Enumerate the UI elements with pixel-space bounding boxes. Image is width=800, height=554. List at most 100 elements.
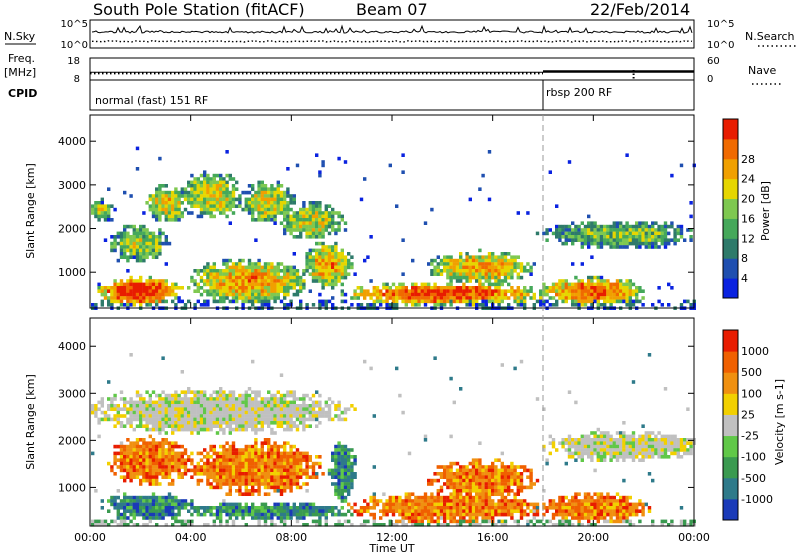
power-cell	[516, 303, 520, 307]
velocity-cell	[139, 502, 143, 507]
power-cell	[375, 289, 380, 293]
power-cell	[167, 218, 172, 222]
power-cell	[340, 258, 344, 263]
power-cell	[257, 190, 261, 195]
power-cell	[574, 238, 578, 242]
power-cell	[119, 231, 124, 236]
power-cell	[151, 204, 156, 208]
power-cell	[683, 299, 687, 304]
velocity-cell	[455, 478, 460, 483]
power-cell	[145, 255, 149, 259]
velocity-cell	[302, 404, 306, 408]
velocity-cell	[235, 502, 239, 507]
velocity-cell	[257, 407, 261, 411]
velocity-cell	[279, 502, 284, 507]
power-cell	[206, 190, 210, 195]
velocity-cell	[206, 455, 210, 459]
velocity-cell	[135, 465, 140, 469]
velocity-cell	[167, 465, 172, 469]
velocity-cell	[116, 417, 120, 422]
power-cell	[491, 258, 495, 263]
velocity-cell	[283, 444, 287, 449]
power-cell	[459, 292, 463, 297]
velocity-cell	[263, 465, 268, 469]
velocity-cell	[251, 492, 255, 496]
power-cell	[135, 282, 140, 287]
velocity-cell	[292, 465, 296, 469]
velocity-cell	[337, 451, 341, 456]
velocity-cell	[231, 427, 236, 432]
velocity-cell	[161, 509, 165, 513]
power-cell	[241, 299, 245, 304]
velocity-cell	[225, 465, 229, 469]
velocity-cell	[475, 509, 479, 513]
power-cell	[318, 258, 322, 263]
power-cell	[465, 296, 469, 300]
velocity-cell	[257, 455, 261, 459]
power-cell	[529, 272, 533, 276]
velocity-cell	[471, 499, 476, 503]
velocity-cell	[299, 421, 303, 425]
power-cell	[667, 241, 671, 246]
power-cell	[145, 286, 149, 290]
power-cell	[161, 197, 165, 202]
velocity-cell	[411, 516, 415, 520]
velocity-cell	[228, 509, 232, 513]
power-cell	[459, 296, 463, 300]
power-cell	[225, 262, 229, 266]
power-cell	[628, 224, 632, 229]
power-cell	[324, 248, 328, 253]
velocity-cell	[260, 451, 264, 456]
power-cell	[327, 275, 332, 280]
velocity-cell	[167, 400, 172, 405]
velocity-cell	[113, 424, 117, 428]
power-cell	[561, 228, 565, 232]
power-cell	[311, 218, 316, 222]
power-cell	[494, 265, 498, 270]
power-cell	[260, 211, 264, 215]
power-cell	[615, 296, 620, 300]
velocity-cell	[267, 516, 271, 520]
power-cell	[379, 303, 383, 307]
power-cell	[622, 238, 626, 242]
velocity-cell	[113, 495, 117, 500]
velocity-cell	[446, 495, 450, 500]
velocity-cell	[238, 397, 242, 401]
velocity-cell	[305, 472, 309, 476]
velocity-cell	[452, 482, 456, 486]
power-cell	[193, 194, 197, 198]
power-cell	[139, 282, 143, 287]
colorbar-swatch	[723, 158, 738, 180]
velocity-cell	[283, 523, 287, 527]
power-cell	[321, 265, 325, 270]
power-cell	[590, 286, 594, 290]
velocity-cell	[161, 356, 165, 360]
velocity-cell	[238, 482, 242, 486]
power-cell	[596, 238, 600, 242]
power-cell	[251, 262, 255, 266]
power-cell	[231, 275, 236, 280]
power-cell	[625, 245, 629, 249]
velocity-cell	[337, 482, 341, 486]
power-cell	[340, 299, 344, 304]
velocity-cell	[273, 472, 277, 476]
power-cell	[148, 207, 152, 212]
power-cell	[305, 224, 309, 229]
velocity-cell	[235, 417, 239, 422]
velocity-cell	[231, 472, 236, 476]
power-cell	[151, 201, 156, 205]
power-cell	[139, 258, 143, 263]
velocity-cell	[263, 397, 268, 401]
velocity-cell	[244, 404, 248, 408]
power-cell	[625, 238, 629, 242]
power-cell	[446, 289, 450, 293]
power-cell	[187, 197, 191, 202]
velocity-cell	[91, 523, 95, 527]
velocity-cell	[260, 475, 264, 479]
noise-left-tick-top: 10^5	[61, 19, 88, 30]
power-cell	[337, 255, 341, 259]
velocity-cell	[155, 523, 159, 527]
noise-right-tick-bottom: 10^0	[707, 40, 734, 51]
power-cell	[430, 272, 434, 276]
power-cell	[299, 275, 303, 280]
